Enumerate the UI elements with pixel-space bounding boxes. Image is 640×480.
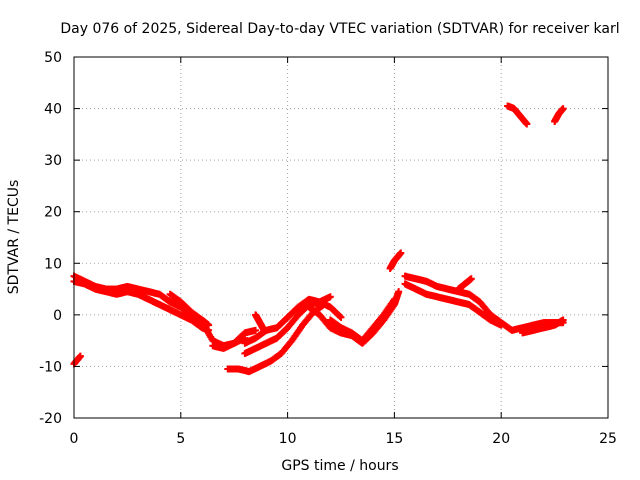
y-tick-label: 0 <box>53 308 62 324</box>
chart-title: Day 076 of 2025, Sidereal Day-to-day VTE… <box>60 21 619 37</box>
y-tick-label: -20 <box>39 411 62 427</box>
data-point <box>76 352 84 360</box>
series-trace-l <box>386 249 405 272</box>
y-tick-label: 30 <box>44 153 62 169</box>
data-marks <box>70 102 567 376</box>
axis-ticks: 0 5 10 15 20 25 -20 -10 0 10 20 30 40 50 <box>39 50 617 447</box>
data-point <box>395 288 403 296</box>
series-trace-c <box>166 290 213 329</box>
data-point <box>326 293 334 301</box>
series-trace-r <box>551 105 567 125</box>
series-trace-h <box>224 301 328 376</box>
series-trace-i <box>252 311 268 334</box>
series-trace-o <box>454 275 475 293</box>
data-point <box>252 326 260 334</box>
series-trace-b <box>70 277 213 334</box>
x-tick-label: 0 <box>70 431 79 447</box>
x-tick-label: 15 <box>385 431 403 447</box>
series-trace-g <box>241 293 334 358</box>
x-axis-label: GPS time / hours <box>281 458 398 474</box>
x-tick-label: 5 <box>176 431 185 447</box>
series-trace-p <box>519 316 567 337</box>
data-point <box>205 321 213 329</box>
x-tick-label: 10 <box>279 431 297 447</box>
data-point <box>467 275 475 283</box>
series-trace-m <box>401 272 567 334</box>
y-tick-label: 10 <box>44 256 62 272</box>
data-point <box>497 321 505 329</box>
y-tick-label: 50 <box>44 50 62 66</box>
data-point <box>559 316 567 324</box>
y-axis-label: SDTVAR / TECUs <box>6 180 22 295</box>
data-point <box>337 313 345 321</box>
data-point <box>260 326 268 334</box>
data-point <box>559 105 567 113</box>
x-tick-label: 20 <box>492 431 510 447</box>
x-tick-label: 25 <box>599 431 617 447</box>
series-trace-q <box>504 102 531 128</box>
data-point <box>390 295 398 303</box>
series-trace-k <box>326 295 398 345</box>
series-trace-n <box>401 280 505 329</box>
data-point <box>320 301 328 309</box>
y-tick-label: -10 <box>39 359 62 375</box>
series-trace-e <box>209 326 260 352</box>
plot-frame <box>73 56 609 419</box>
y-tick-label: 20 <box>44 205 62 221</box>
y-tick-label: 40 <box>44 102 62 118</box>
data-point <box>523 120 531 128</box>
data-point <box>336 312 344 320</box>
grid-lines <box>74 57 608 418</box>
data-point <box>397 249 405 257</box>
